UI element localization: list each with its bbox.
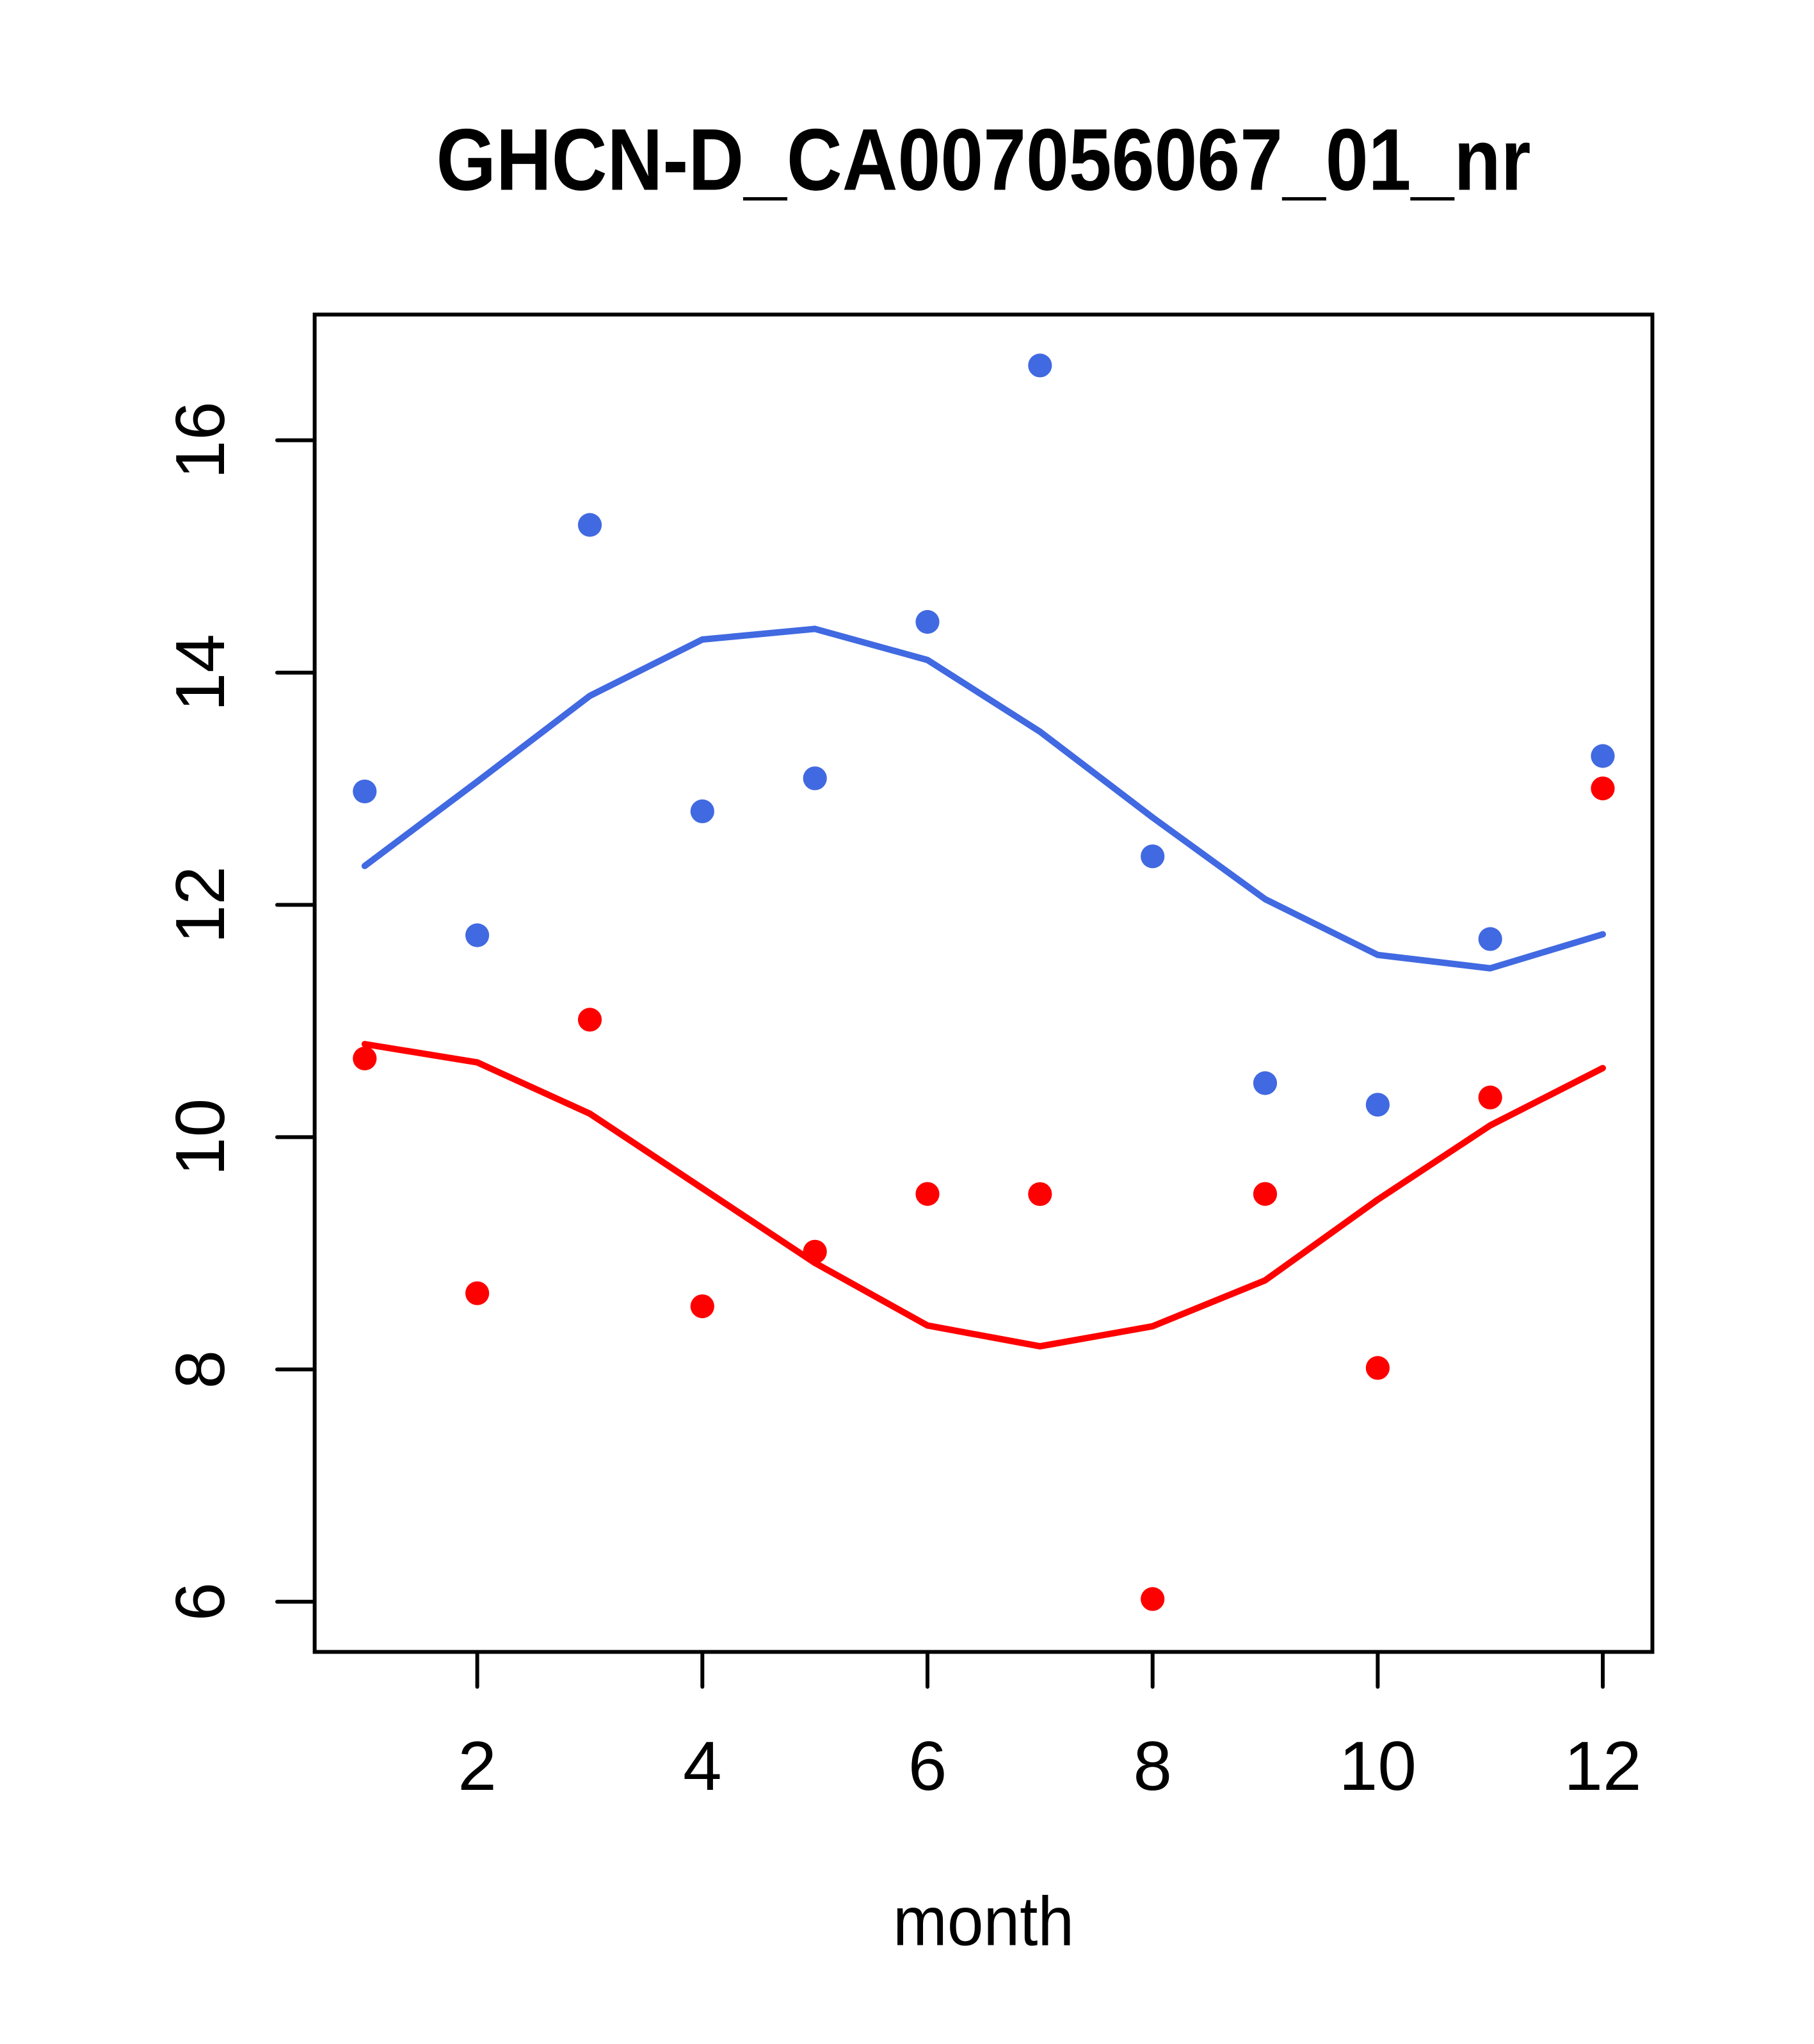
svg-text:12: 12 xyxy=(1564,1727,1641,1805)
svg-text:6: 6 xyxy=(908,1727,947,1805)
svg-text:10: 10 xyxy=(161,1098,239,1176)
svg-text:8: 8 xyxy=(161,1350,239,1389)
svg-text:16: 16 xyxy=(161,401,239,479)
svg-text:6: 6 xyxy=(161,1582,239,1622)
svg-text:14: 14 xyxy=(161,634,239,711)
svg-text:month: month xyxy=(893,1883,1074,1961)
svg-text:2: 2 xyxy=(458,1727,497,1805)
svg-text:GHCN-D_CA007056067_01_nr: GHCN-D_CA007056067_01_nr xyxy=(437,111,1531,209)
svg-text:8: 8 xyxy=(1133,1727,1172,1805)
svg-text:4: 4 xyxy=(683,1727,722,1805)
svg-text:12: 12 xyxy=(161,866,239,944)
svg-text:10: 10 xyxy=(1339,1727,1417,1805)
